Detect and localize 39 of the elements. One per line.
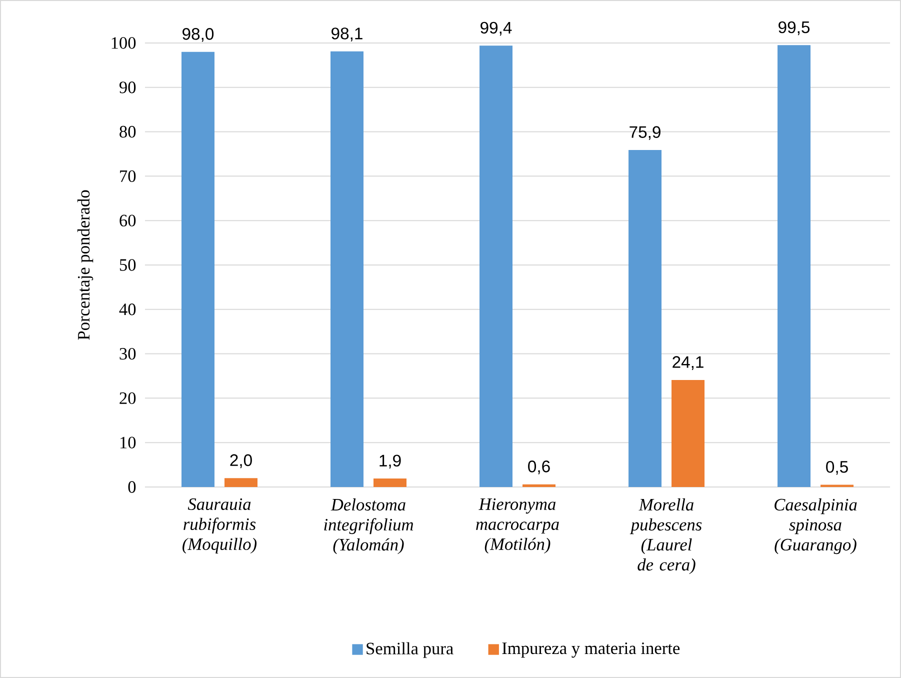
bar <box>522 484 556 488</box>
y-tick-label: 100 <box>112 37 136 49</box>
y-tick-label: 50 <box>120 259 136 271</box>
y-tick-label: 70 <box>120 170 136 182</box>
y-tick-label: 20 <box>120 392 136 404</box>
bar <box>778 45 811 488</box>
data-label: 1,9 <box>380 454 401 469</box>
data-label: 0,5 <box>826 460 848 475</box>
bar <box>373 478 406 488</box>
data-label: 99,5 <box>778 21 810 36</box>
bar <box>820 484 854 488</box>
legend-label: Impureza y materia inerte <box>502 642 680 658</box>
y-tick-label: 30 <box>120 348 136 360</box>
data-label: 24,1 <box>672 356 704 370</box>
bar <box>330 51 364 488</box>
y-axis-title: Porcentaje ponderado <box>77 190 94 340</box>
y-tick-label: 10 <box>120 436 136 448</box>
x-tick-label: Hieronyma macrocarpa (Motilón) <box>476 498 559 554</box>
y-tick-label: 80 <box>120 126 136 138</box>
bar <box>480 46 513 488</box>
data-label: 98,1 <box>332 28 362 42</box>
bar <box>224 478 258 488</box>
x-tick-label: Caesalpinia spinosa (Guarango) <box>774 498 857 554</box>
data-label: 75,9 <box>630 126 660 140</box>
data-label: 0,6 <box>528 460 550 474</box>
data-label: 99,4 <box>480 22 512 36</box>
bar <box>181 52 214 488</box>
data-label: 2,0 <box>230 454 252 468</box>
data-label: 98,0 <box>182 28 214 42</box>
y-tick-label: 60 <box>120 214 136 226</box>
bar <box>628 150 662 488</box>
x-tick-label: Morella pubescens (Laurel de cera) <box>630 498 702 574</box>
bar <box>672 380 705 488</box>
legend-label: Semilla pura <box>366 642 454 658</box>
x-tick-label: Saurauia rubiformis (Moquillo) <box>182 498 257 554</box>
y-tick-label: 0 <box>128 481 136 493</box>
y-tick-label: 90 <box>120 82 136 94</box>
y-tick-label: 40 <box>119 304 136 316</box>
x-tick-label: Delostoma integrifolium (Yalomán) <box>324 498 414 554</box>
